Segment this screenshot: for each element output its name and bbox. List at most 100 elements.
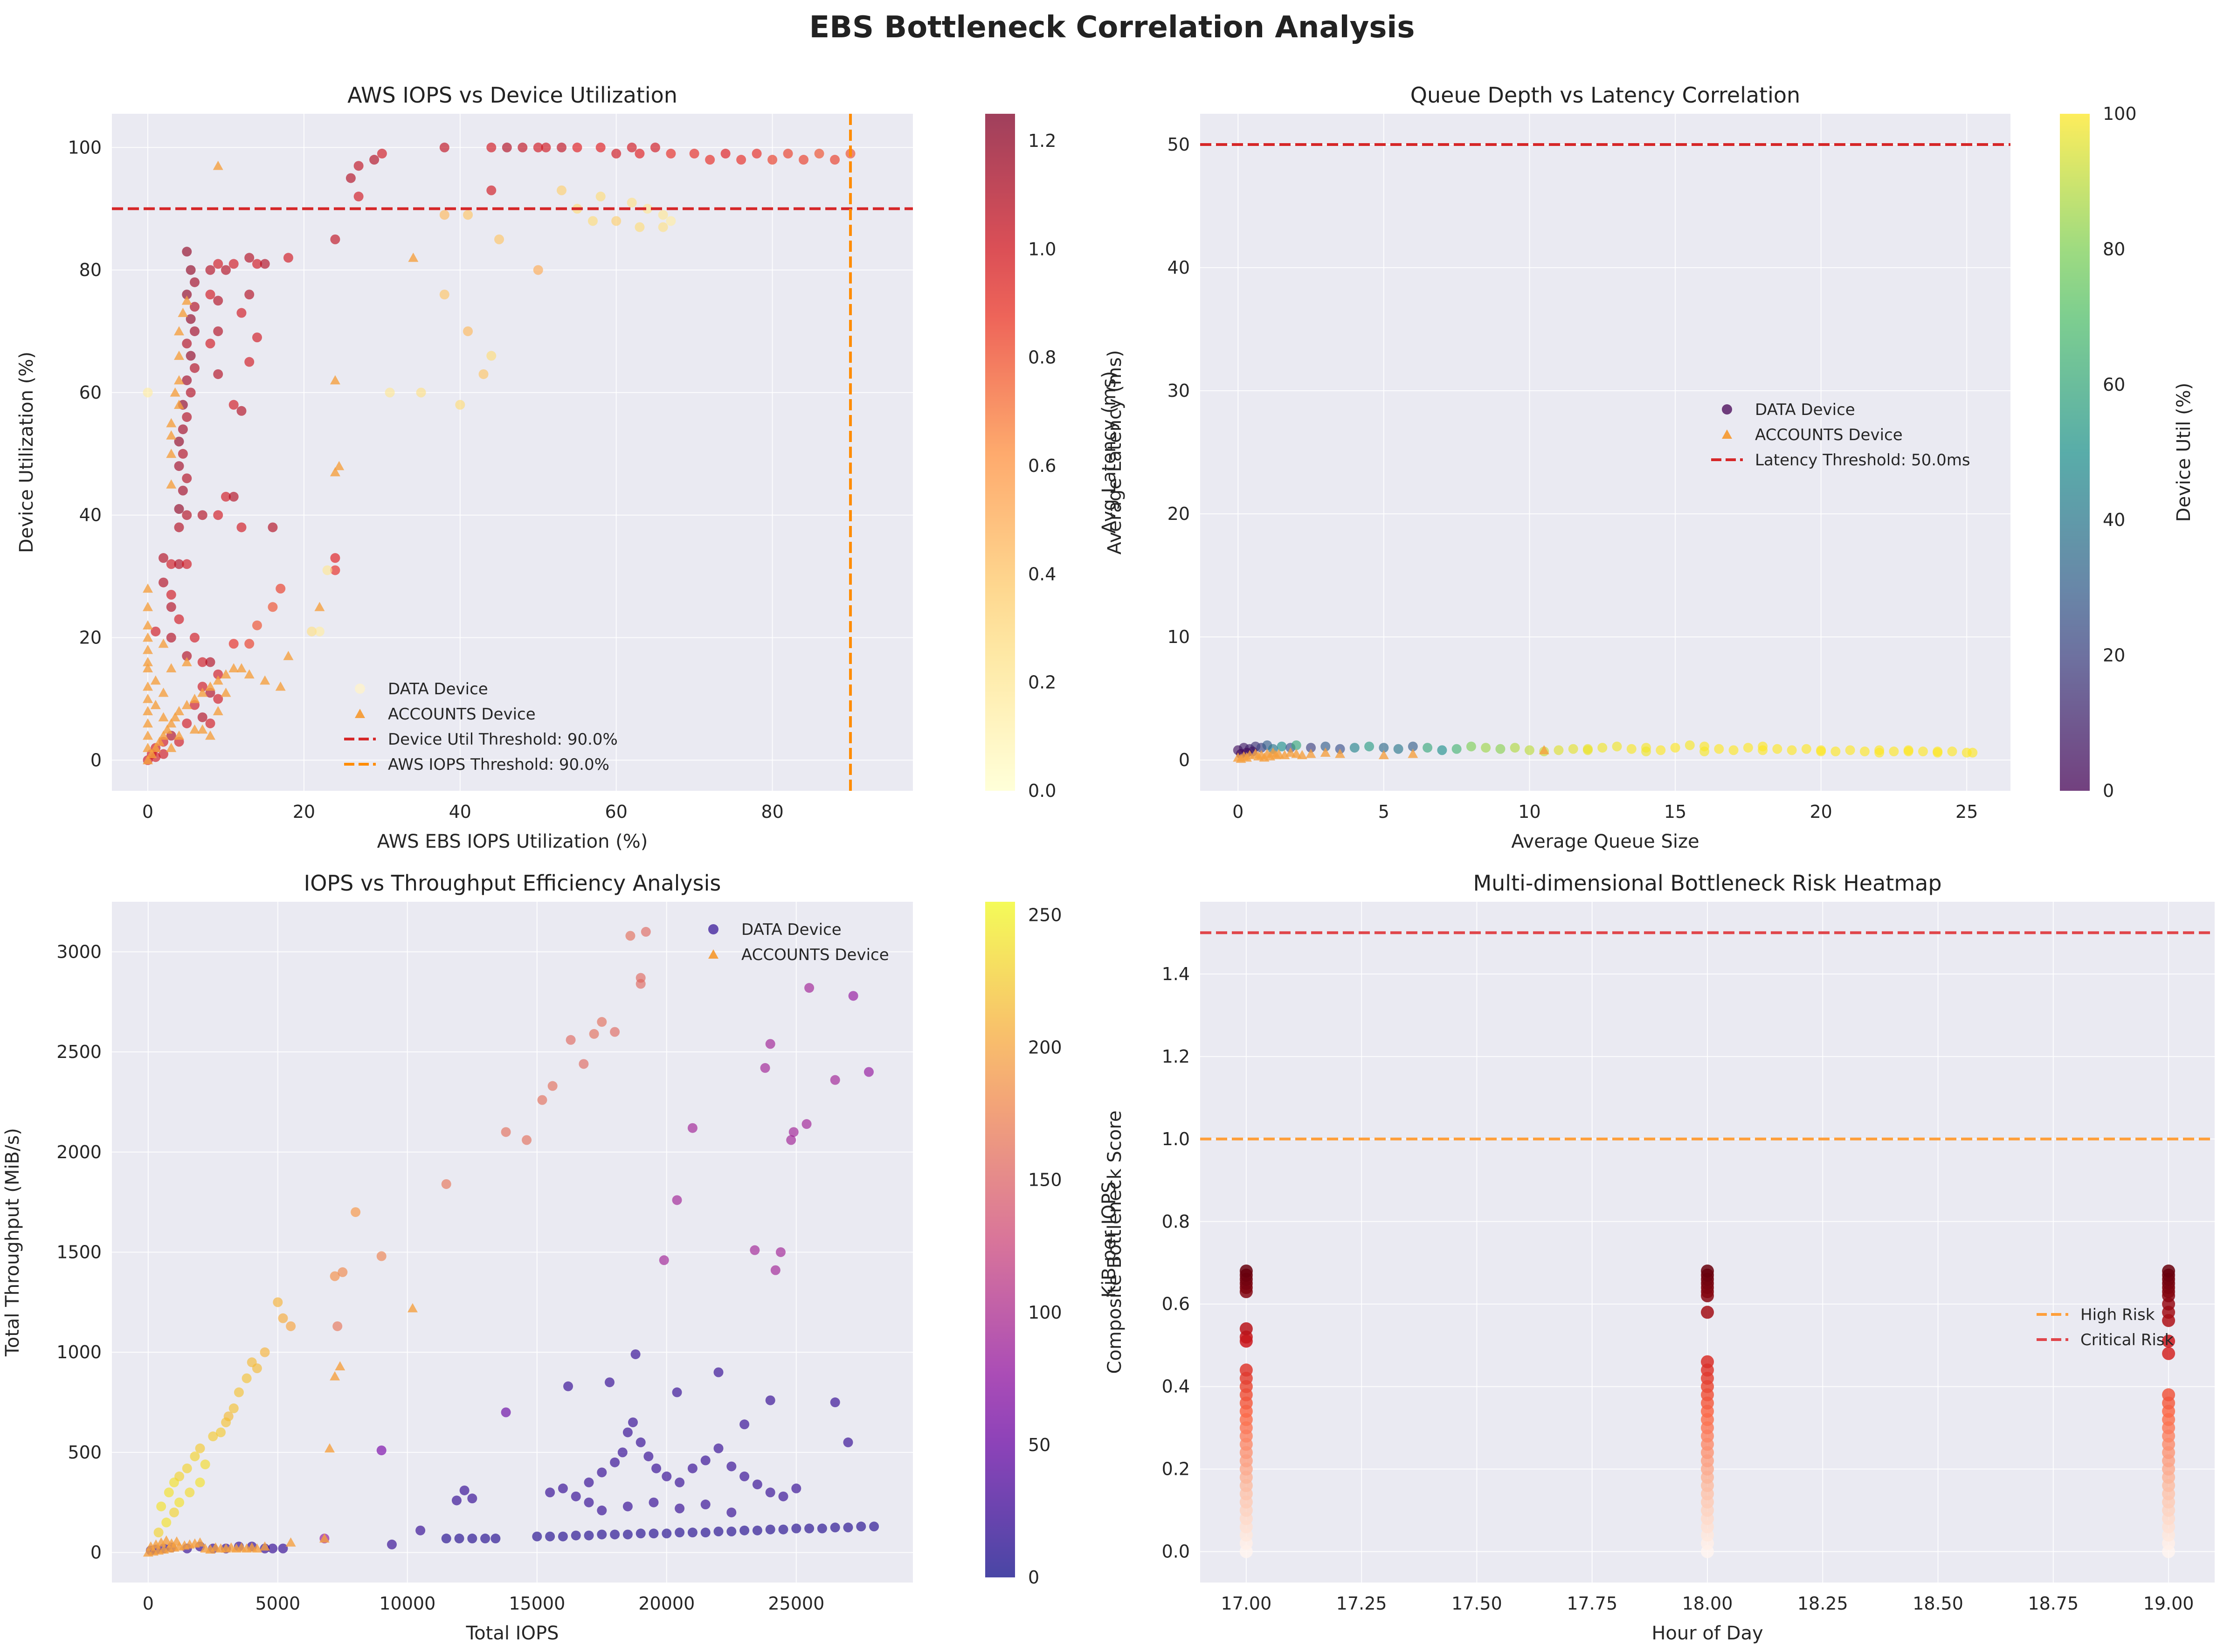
data-point — [189, 632, 200, 643]
data-point — [143, 657, 153, 666]
data-point — [213, 706, 223, 715]
data-point — [541, 142, 551, 152]
data-point — [325, 1443, 335, 1453]
data-point — [532, 1531, 542, 1541]
data-point — [197, 712, 207, 722]
data-point — [181, 295, 192, 305]
data-point — [286, 1321, 296, 1331]
y-tick-label: 3000 — [56, 941, 102, 962]
data-point — [376, 1445, 387, 1456]
data-point — [1903, 747, 1913, 757]
legend-label: DATA Device — [741, 920, 842, 939]
data-point — [713, 1443, 724, 1453]
data-point — [242, 1373, 252, 1383]
data-point — [635, 1437, 646, 1447]
data-point — [189, 363, 200, 373]
x-tick-label: 19.00 — [2143, 1593, 2194, 1614]
data-point — [454, 1534, 464, 1544]
legend: DATA Device ACCOUNTS Device Device Util Th… — [344, 680, 618, 774]
data-point — [439, 142, 449, 152]
data-point — [628, 1417, 638, 1427]
data-point — [736, 155, 746, 165]
data-point — [182, 290, 192, 300]
data-point — [1728, 745, 1739, 755]
data-point — [571, 1530, 581, 1541]
y-tick-label: 0.6 — [1162, 1294, 1190, 1314]
data-point — [635, 979, 646, 989]
colorbar-tick-label: 1.0 — [1028, 239, 1056, 259]
data-point — [213, 259, 223, 269]
data-point — [572, 142, 582, 152]
data-point — [642, 204, 653, 214]
plot-area — [112, 114, 913, 791]
y-tick-label: 30 — [1167, 380, 1190, 401]
data-point — [720, 148, 731, 159]
y-tick-label: 60 — [79, 382, 102, 403]
data-point — [197, 682, 207, 692]
panel-title: AWS IOPS vs Device Utilization — [347, 83, 677, 108]
data-point — [178, 424, 188, 435]
data-point — [186, 265, 196, 275]
data-point — [195, 1477, 205, 1487]
data-point — [166, 559, 176, 569]
data-point — [307, 626, 317, 636]
colorbar: 0.0 0.2 0.4 0.6 0.8 1.0 1.2 Avg Latency (ms) — [985, 114, 1120, 801]
data-point — [1859, 747, 1870, 757]
data-point — [830, 1075, 840, 1085]
data-point — [159, 553, 169, 563]
data-point — [158, 712, 169, 722]
data-point — [166, 663, 177, 672]
legend-label: High Risk — [2080, 1306, 2155, 1324]
x-tick-label: 0 — [142, 802, 153, 822]
data-point — [441, 1534, 451, 1544]
data-point — [649, 1497, 659, 1507]
data-point — [213, 510, 223, 520]
data-point — [143, 730, 153, 740]
data-point — [159, 577, 169, 588]
data-point — [778, 1524, 788, 1534]
data-point — [1285, 747, 1296, 757]
data-point — [278, 1313, 288, 1323]
data-point — [174, 436, 184, 447]
data-point — [610, 1529, 620, 1540]
data-point — [1845, 745, 1855, 755]
colorbar-tick-label: 60 — [2103, 374, 2125, 395]
data-point — [164, 1487, 174, 1498]
data-point — [228, 663, 239, 672]
data-point — [726, 1527, 737, 1536]
data-point — [783, 148, 793, 159]
data-point — [223, 1411, 234, 1422]
y-tick-label: 40 — [79, 505, 102, 525]
data-point — [584, 1530, 594, 1541]
data-point — [1597, 743, 1608, 753]
data-point — [216, 1427, 226, 1438]
data-point — [726, 1507, 737, 1518]
data-point — [166, 602, 176, 612]
data-point — [213, 326, 223, 336]
data-point — [268, 522, 278, 532]
data-point — [522, 1135, 532, 1145]
data-point — [166, 449, 177, 458]
data-point — [244, 253, 255, 263]
data-point — [687, 1463, 698, 1473]
data-point — [369, 155, 380, 165]
data-point — [244, 669, 255, 679]
data-point — [1626, 744, 1637, 754]
data-point — [314, 601, 325, 611]
data-point — [236, 663, 247, 672]
data-point — [208, 1431, 218, 1442]
data-point — [166, 430, 177, 440]
data-point — [260, 1541, 270, 1551]
x-tick-label: 10 — [1518, 802, 1540, 822]
data-point — [178, 449, 188, 459]
data-point — [1787, 745, 1797, 755]
data-point — [545, 1487, 555, 1498]
data-point — [1568, 744, 1578, 754]
y-tick-label: 1.2 — [1162, 1046, 1190, 1067]
data-point — [153, 1528, 164, 1538]
panel-title: IOPS vs Throughput Efficiency Analysis — [304, 871, 721, 896]
x-tick-label: 18.00 — [1682, 1593, 1733, 1614]
data-point — [1582, 744, 1593, 754]
data-point — [1320, 741, 1331, 752]
data-point — [228, 1403, 239, 1413]
